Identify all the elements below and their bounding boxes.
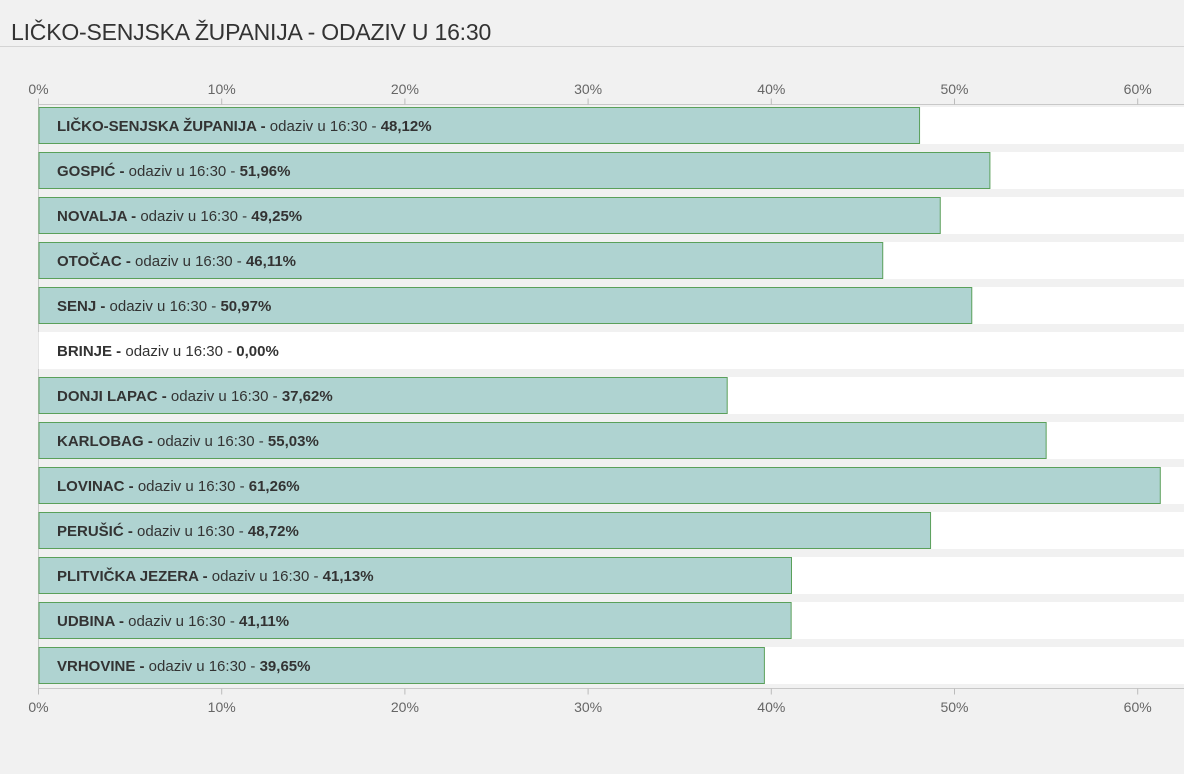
bar [38,512,932,549]
bar [38,287,973,324]
bar-value-label: 61,26% [249,478,300,495]
bar-label: PLITVIČKA JEZERA - odaziv u 16:30 - 41,1… [57,567,374,585]
bar-middle-text: odaziv u 16:30 - [121,343,236,360]
bar-category: SENJ - [57,298,105,315]
bar [38,242,884,279]
bar-middle-text: odaziv u 16:30 - [136,208,251,225]
top-tick-label: 10% [208,81,236,97]
bar-category: BRINJE - [57,343,121,360]
bar-label: KARLOBAG - odaziv u 16:30 - 55,03% [57,433,319,450]
bar-label: DONJI LAPAC - odaziv u 16:30 - 37,62% [57,388,333,405]
top-tick-label: 30% [574,81,602,97]
bar-label: PERUŠIĆ - odaziv u 16:30 - 48,72% [57,522,299,540]
top-tick-label: 20% [391,81,419,97]
bar-middle-text: odaziv u 16:30 - [208,568,323,585]
bar-value-label: 41,13% [323,568,374,585]
bottom-tick-label: 30% [574,699,602,715]
top-tick-label: 60% [1124,81,1152,97]
bar-track [38,332,1184,369]
bar [38,467,1161,504]
bar-label: UDBINA - odaziv u 16:30 - 41,11% [57,613,289,630]
bar-value-label: 49,25% [251,208,302,225]
bar-value-label: 41,11% [239,613,289,630]
bar-value-label: 37,62% [282,388,333,405]
bar [38,602,792,639]
top-tick-label: 40% [757,81,785,97]
bar-middle-text: odaziv u 16:30 - [131,253,246,270]
bar-middle-text: odaziv u 16:30 - [134,478,249,495]
top-tick-label: 50% [940,81,968,97]
bar-value-label: 0,00% [236,343,279,360]
bar [38,377,728,414]
bar-middle-text: odaziv u 16:30 - [153,433,268,450]
bar-label: NOVALJA - odaziv u 16:30 - 49,25% [57,208,302,225]
bar-category: DONJI LAPAC - [57,388,167,405]
bar-middle-text: odaziv u 16:30 - [133,523,248,540]
bottom-tick-label: 0% [28,699,48,715]
title-divider [0,46,1184,47]
bar-category: NOVALJA - [57,208,136,225]
bottom-tick-label: 50% [940,699,968,715]
bar-label: VRHOVINE - odaziv u 16:30 - 39,65% [57,658,310,675]
bar-category: LIČKO-SENJSKA ŽUPANIJA - [57,117,266,135]
bar [38,197,941,234]
bar-middle-text: odaziv u 16:30 - [124,613,239,630]
bar-category: UDBINA - [57,613,124,630]
bar [38,557,793,594]
bar-label: BRINJE - odaziv u 16:30 - 0,00% [57,343,279,360]
bar-category: PERUŠIĆ - [57,522,133,540]
bottom-tick-label: 60% [1124,699,1152,715]
bar-category: GOSPIĆ - [57,162,125,180]
bar-middle-text: odaziv u 16:30 - [145,658,260,675]
bar-middle-text: odaziv u 16:30 - [167,388,282,405]
bar-value-label: 48,12% [381,118,432,135]
bar-middle-text: odaziv u 16:30 - [105,298,220,315]
bar-label: SENJ - odaziv u 16:30 - 50,97% [57,298,271,315]
bar-label: LIČKO-SENJSKA ŽUPANIJA - odaziv u 16:30 … [57,117,432,135]
bar [38,107,921,144]
top-tick-label: 0% [28,81,48,97]
bottom-tick-label: 10% [208,699,236,715]
bar-category: VRHOVINE - [57,658,145,675]
bar-value-label: 50,97% [220,298,271,315]
bar-value-label: 51,96% [240,163,291,180]
bar-value-label: 48,72% [248,523,299,540]
bar [38,152,991,189]
bar-value-label: 39,65% [260,658,311,675]
bottom-tick-label: 40% [757,699,785,715]
bar-label: OTOČAC - odaziv u 16:30 - 46,11% [57,252,296,270]
bar [38,647,765,684]
bar-category: LOVINAC - [57,478,134,495]
bar-middle-text: odaziv u 16:30 - [125,163,240,180]
bar-value-label: 46,11% [246,253,296,270]
bar-label: GOSPIĆ - odaziv u 16:30 - 51,96% [57,162,290,180]
bar-middle-text: odaziv u 16:30 - [266,118,381,135]
bar [38,422,1047,459]
bar-category: PLITVIČKA JEZERA - [57,567,208,585]
bar-category: OTOČAC - [57,252,131,270]
bar-label: LOVINAC - odaziv u 16:30 - 61,26% [57,478,300,495]
chart-title: LIČKO-SENJSKA ŽUPANIJA - ODAZIV U 16:30 [11,19,492,45]
bar-value-label: 55,03% [268,433,319,450]
bottom-tick-label: 20% [391,699,419,715]
bar-category: KARLOBAG - [57,433,153,450]
